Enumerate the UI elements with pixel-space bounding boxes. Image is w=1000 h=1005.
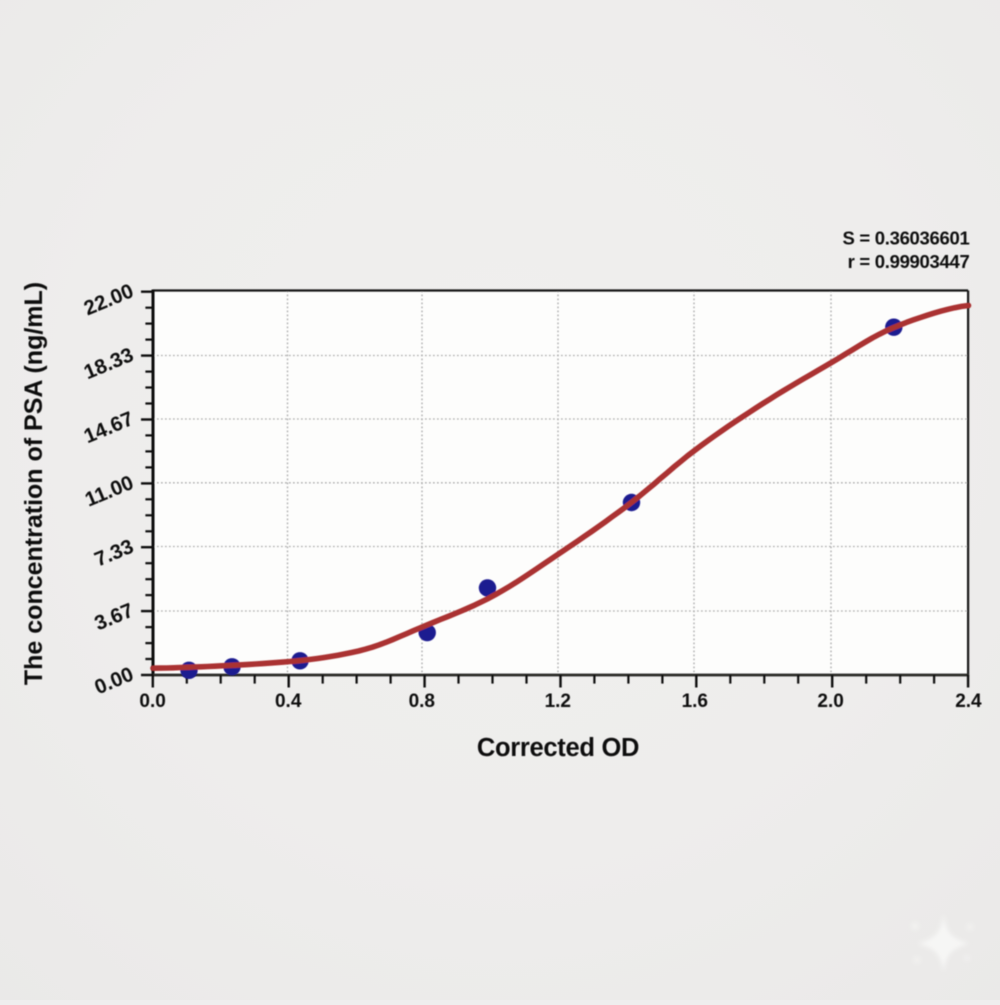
svg-text:1.2: 1.2	[545, 691, 571, 712]
svg-text:0.8: 0.8	[409, 691, 435, 712]
svg-text:Corrected OD: Corrected OD	[477, 734, 639, 762]
svg-text:2.0: 2.0	[817, 691, 843, 712]
svg-text:1.6: 1.6	[682, 691, 708, 712]
svg-text:0.0: 0.0	[139, 691, 165, 712]
svg-text:2.4: 2.4	[955, 691, 982, 712]
svg-text:0.4: 0.4	[275, 691, 302, 712]
svg-text:S = 0.36036601: S = 0.36036601	[843, 228, 970, 249]
svg-text:r = 0.99903447: r = 0.99903447	[848, 251, 970, 272]
svg-text:The concentration of PSA (ng/m: The concentration of PSA (ng/mL)	[20, 282, 48, 685]
